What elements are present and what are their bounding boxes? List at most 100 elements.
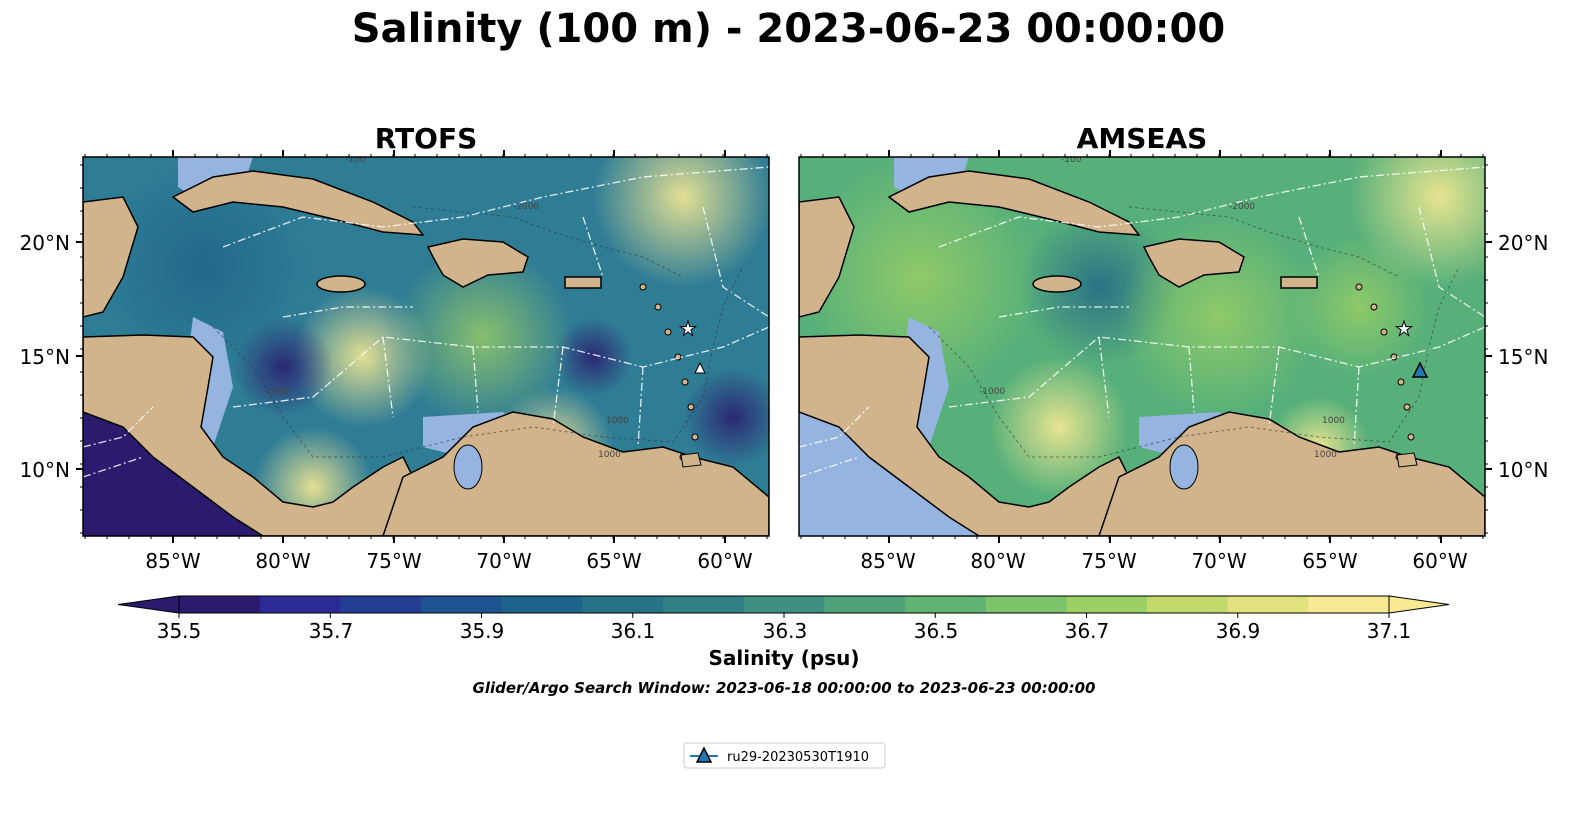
bathymetry-contour	[212, 266, 744, 458]
bathymetry-contour	[1128, 206, 1400, 278]
contour-label: -100	[1061, 155, 1082, 165]
map-content: -100 -1000 1000 -2000 1000	[83, 155, 769, 536]
south-america-land	[382, 411, 769, 536]
contour-label: 1000	[598, 450, 621, 460]
island	[1370, 303, 1378, 311]
boundary-line	[1353, 366, 1360, 448]
panel-title-rtofs: RTOFS	[375, 122, 478, 155]
colorbar-segment	[663, 596, 745, 613]
colorbar-segment	[985, 596, 1067, 613]
colorbar-tick-label: 35.5	[157, 619, 202, 643]
island	[1397, 378, 1405, 386]
contour-label: -2000	[513, 202, 539, 212]
salinity-eddy	[989, 357, 1129, 497]
colorbar-tick-label: 37.1	[1367, 619, 1412, 643]
lon-label-85w-left: 85°W	[145, 549, 200, 573]
lon-label-85w-right: 85°W	[860, 549, 915, 573]
lake-maracaibo	[1169, 444, 1199, 490]
glider-marker-icon	[1411, 361, 1429, 378]
boundary-line	[282, 306, 413, 318]
search-window-note: Glider/Argo Search Window: 2023-06-18 00…	[473, 679, 1096, 697]
boundary-line	[1098, 336, 1110, 418]
boundary-line	[552, 346, 564, 428]
boundary-line	[799, 456, 860, 478]
yucatan-land	[799, 196, 855, 318]
cuba-land	[171, 170, 425, 236]
colorbar-segment	[743, 596, 825, 613]
lake-maracaibo	[453, 444, 483, 490]
colorbar-segment	[824, 596, 906, 613]
south-america-land	[1098, 411, 1485, 536]
salinity-eddy	[1289, 237, 1429, 377]
panel-title-amseas: AMSEAS	[1077, 122, 1208, 155]
puerto-rico-land	[564, 276, 602, 289]
colorbar-segment	[179, 596, 261, 613]
map-panel-amseas: -100 -1000 1000 -2000 1000	[798, 150, 1492, 543]
lon-label-65w-left: 65°W	[586, 549, 641, 573]
hispaniola-land	[426, 238, 529, 288]
colorbar-ticks: 35.5 35.7 35.9 36.1 36.3 36.5 36.7 36.9 …	[157, 619, 1412, 643]
boundary-line	[582, 216, 604, 278]
boundary-line	[998, 306, 1129, 318]
island	[691, 433, 699, 441]
colorbar-segment	[1066, 596, 1148, 613]
map-panel-rtofs: -100 -1000 1000 -2000 1000	[76, 150, 770, 543]
map-content: -100 -1000 1000 -2000 1000	[799, 155, 1485, 536]
bathymetry-contour	[928, 266, 1460, 458]
boundary-line	[382, 336, 394, 418]
island	[654, 303, 662, 311]
colorbar-tick-label: 36.9	[1216, 619, 1261, 643]
island	[664, 328, 672, 336]
colorbar-tick-label: 36.7	[1065, 619, 1110, 643]
colorbar-min-extend	[117, 595, 180, 614]
boundary-line	[938, 166, 1485, 248]
colorbar-segment	[1147, 596, 1229, 613]
lat-label-20n-right: 20°N	[1498, 231, 1548, 255]
boundary-line	[83, 406, 154, 448]
figure-title: Salinity (100 m) - 2023-06-23 00:00:00	[351, 6, 1226, 52]
lon-label-75w-right: 75°W	[1081, 549, 1136, 573]
salinity-eddy	[683, 367, 769, 467]
yucatan-land	[83, 196, 139, 318]
boundary-line	[232, 326, 769, 408]
boundary-line	[702, 206, 769, 318]
legend-label: ru29-20230530T1910	[727, 750, 869, 765]
lat-label-15n-right: 15°N	[1498, 345, 1548, 369]
contour-label: 1000	[606, 416, 629, 426]
contour-label: 1000	[1322, 416, 1345, 426]
colorbar-segment	[340, 596, 422, 613]
trinidad-land	[1396, 452, 1418, 468]
colorbar-max-extend	[1388, 595, 1450, 614]
contour-label: -100	[345, 155, 366, 165]
boundary-line	[472, 346, 479, 413]
colorbar-segment	[1308, 596, 1390, 613]
contour-label: -2000	[1229, 202, 1255, 212]
lat-label-10n-left: 10°N	[20, 458, 70, 482]
contour-label: -1000	[263, 387, 289, 397]
central-america-land	[83, 334, 414, 536]
boundary-line	[799, 406, 870, 448]
colorbar	[117, 595, 1450, 618]
island	[1380, 328, 1388, 336]
panel-frame	[798, 156, 1486, 537]
salinity-eddy	[393, 247, 573, 427]
island	[639, 283, 647, 291]
colorbar-tick-label: 36.3	[763, 619, 808, 643]
boundary-line	[1298, 216, 1320, 278]
lon-label-75w-left: 75°W	[366, 549, 421, 573]
lon-label-70w-right: 70°W	[1191, 549, 1246, 573]
jamaica-land	[316, 275, 366, 293]
legend: ru29-20230530T1910	[683, 742, 886, 769]
hispaniola-land	[1142, 238, 1245, 288]
boundary-line	[222, 166, 769, 248]
lat-label-10n-right: 10°N	[1498, 458, 1548, 482]
lon-label-80w-left: 80°W	[255, 549, 310, 573]
boundary-line	[637, 366, 644, 448]
island	[1403, 403, 1411, 411]
colorbar-tick-label: 36.5	[914, 619, 959, 643]
colorbar-segment	[1227, 596, 1309, 613]
jamaica-land	[1032, 275, 1082, 293]
puerto-rico-land	[1280, 276, 1318, 289]
colorbar-segment	[421, 596, 503, 613]
